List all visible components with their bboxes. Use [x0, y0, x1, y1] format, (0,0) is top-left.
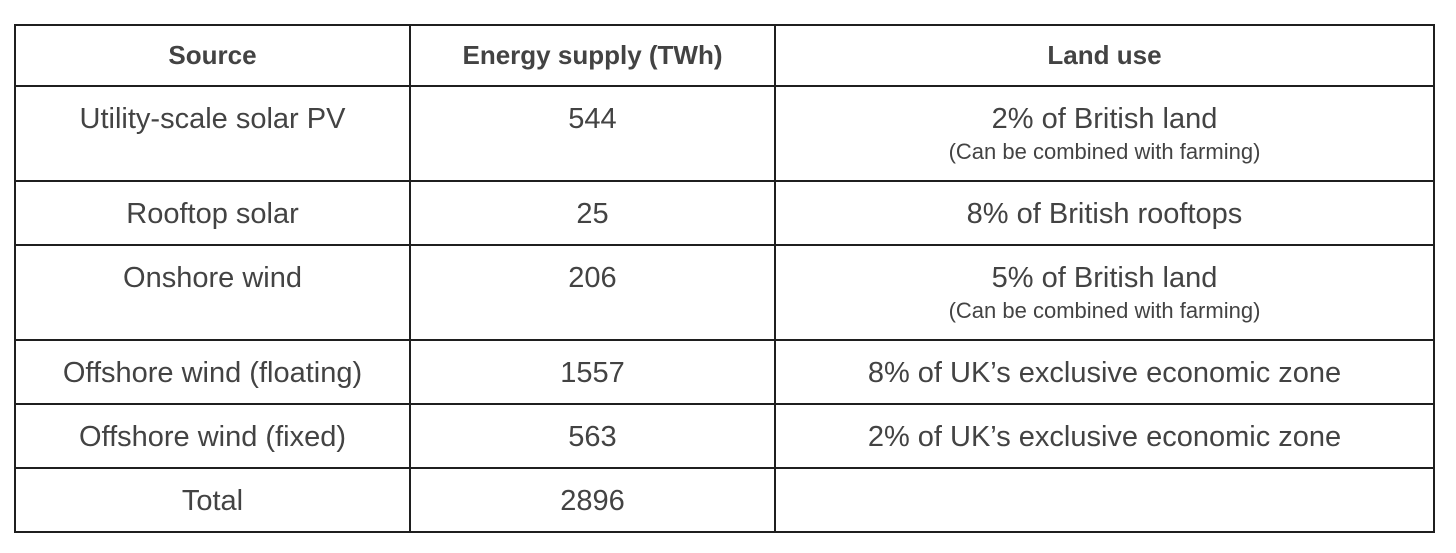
header-land-use: Land use [774, 24, 1435, 87]
table-row: Offshore wind (floating) 1557 8% of UK’s… [14, 339, 1435, 405]
energy-table: Source Energy supply (TWh) Land use Util… [14, 24, 1435, 533]
energy-cell: 206 [409, 244, 776, 341]
land-use-note: (Can be combined with farming) [948, 298, 1261, 323]
land-use-cell: 8% of UK’s exclusive economic zone [774, 339, 1435, 405]
table-row: Rooftop solar 25 8% of British rooftops [14, 180, 1435, 246]
energy-cell: 563 [409, 403, 776, 469]
source-cell: Rooftop solar [14, 180, 411, 246]
source-cell: Offshore wind (floating) [14, 339, 411, 405]
land-use-text: 8% of UK’s exclusive economic zone [867, 357, 1342, 389]
land-use-note: (Can be combined with farming) [948, 139, 1261, 164]
land-use-cell: 2% of UK’s exclusive economic zone [774, 403, 1435, 469]
energy-value: 544 [568, 103, 617, 135]
land-use-cell: 5% of British land (Can be combined with… [774, 244, 1435, 341]
total-energy-value: 2896 [560, 485, 625, 517]
source-text: Offshore wind (fixed) [78, 421, 347, 453]
source-text: Rooftop solar [126, 198, 299, 230]
source-cell: Onshore wind [14, 244, 411, 341]
land-use-text: 8% of British rooftops [966, 198, 1243, 230]
source-cell: Utility-scale solar PV [14, 85, 411, 182]
total-label: Total [181, 485, 244, 517]
energy-cell: 25 [409, 180, 776, 246]
table-row-total: Total 2896 [14, 467, 1435, 533]
energy-value: 563 [568, 421, 617, 453]
energy-value: 1557 [560, 357, 625, 389]
energy-cell: 2896 [409, 467, 776, 533]
land-use-text: 2% of UK’s exclusive economic zone [867, 421, 1342, 453]
table-header-row: Source Energy supply (TWh) Land use [14, 24, 1435, 87]
energy-cell: 544 [409, 85, 776, 182]
land-use-text: 5% of British land [991, 262, 1218, 294]
land-use-cell [774, 467, 1435, 533]
table-row: Offshore wind (fixed) 563 2% of UK’s exc… [14, 403, 1435, 469]
energy-value: 206 [568, 262, 617, 294]
land-use-text: 2% of British land [991, 103, 1218, 135]
header-energy-supply: Energy supply (TWh) [409, 24, 776, 87]
land-use-cell: 8% of British rooftops [774, 180, 1435, 246]
table-row: Onshore wind 206 5% of British land (Can… [14, 244, 1435, 341]
table-row: Utility-scale solar PV 544 2% of British… [14, 85, 1435, 182]
source-text: Onshore wind [123, 262, 302, 294]
source-text: Offshore wind (floating) [62, 357, 363, 389]
energy-cell: 1557 [409, 339, 776, 405]
header-source: Source [14, 24, 411, 87]
source-text: Utility-scale solar PV [79, 103, 346, 135]
source-cell: Offshore wind (fixed) [14, 403, 411, 469]
source-cell: Total [14, 467, 411, 533]
land-use-cell: 2% of British land (Can be combined with… [774, 85, 1435, 182]
energy-value: 25 [576, 198, 609, 230]
